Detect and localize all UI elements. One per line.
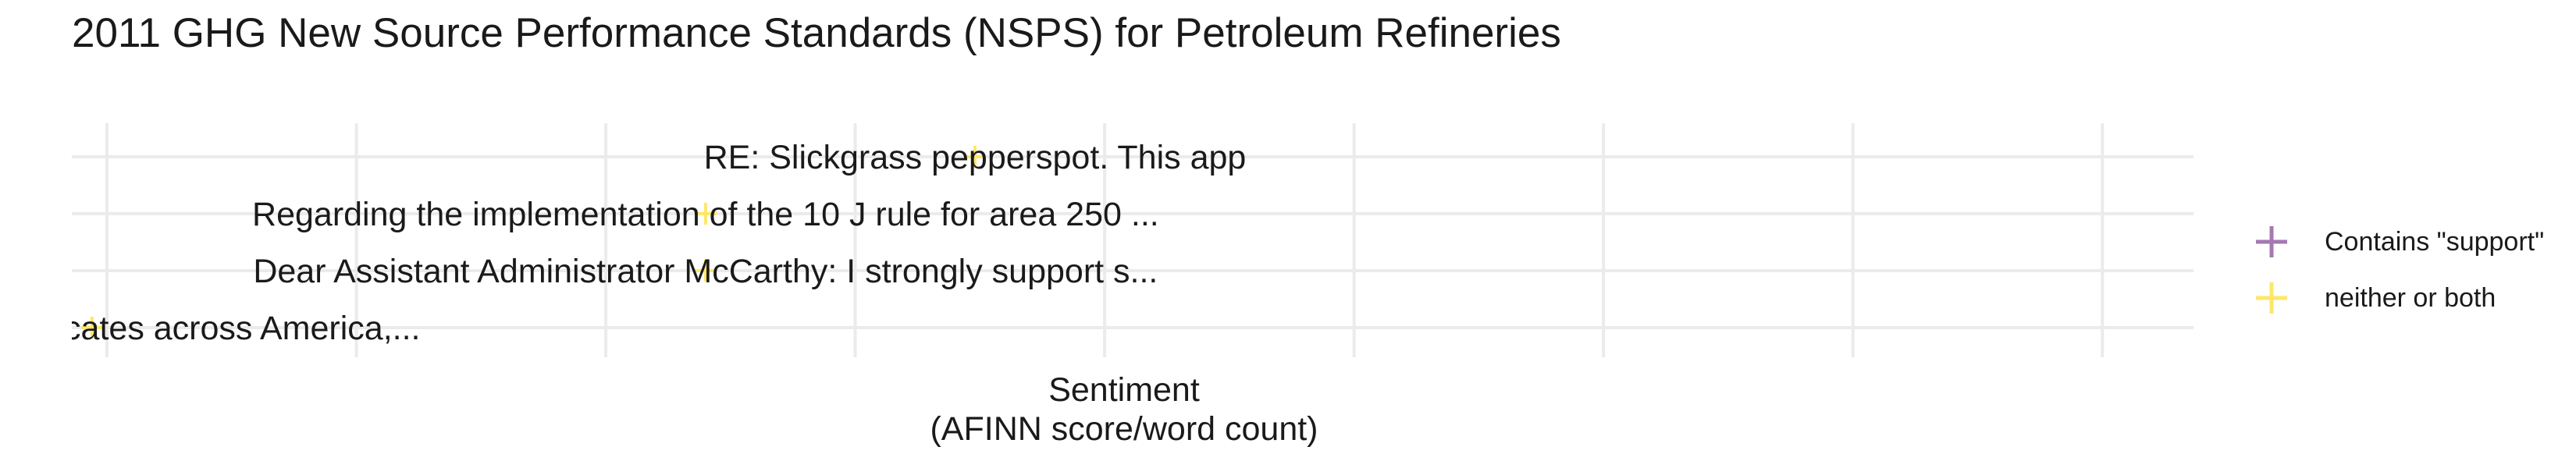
legend-label: neither or both — [2325, 282, 2496, 313]
data-point-plus — [694, 203, 717, 225]
data-point-plus — [694, 260, 717, 282]
data-point-plus — [963, 146, 986, 168]
data-point-label: Regarding the implementation of the 10 J… — [252, 196, 1159, 233]
legend-item-neither-or-both: neither or both — [2248, 275, 2496, 321]
data-point-plus — [80, 317, 103, 339]
data-point-label: Thousand wolf advocates across America,.… — [0, 310, 420, 347]
legend-item-contains-support: Contains "support" — [2248, 218, 2544, 265]
chart-title: 2011 GHG New Source Performance Standard… — [72, 10, 1561, 56]
legend-key-yellow-plus — [2248, 275, 2295, 321]
x-axis-label: Sentiment — [1048, 371, 1200, 409]
x-axis-label-units: (AFINN score/word count) — [930, 410, 1318, 448]
data-point-label: RE: Slickgrass pepperspot. This app — [704, 139, 1247, 176]
legend-key-purple-plus — [2248, 218, 2295, 265]
legend-label: Contains "support" — [2325, 226, 2545, 257]
data-point-label: Dear Assistant Administrator McCarthy: I… — [253, 253, 1158, 290]
